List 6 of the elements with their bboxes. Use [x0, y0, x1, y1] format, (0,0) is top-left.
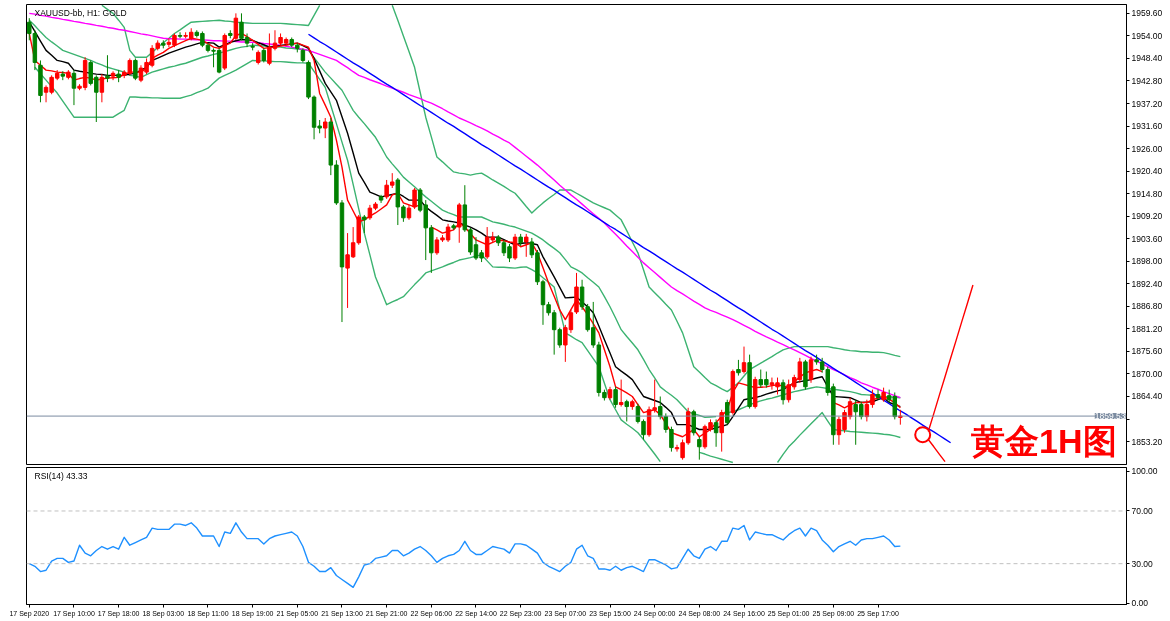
y-tick-label: 0.00	[1131, 598, 1149, 609]
chart-title: RSI(14) 43.33	[34, 470, 88, 481]
y-tick-label: 70.00	[1131, 505, 1154, 516]
y-tick-label: 100.00	[1131, 466, 1158, 477]
y-tick-label: 30.00	[1131, 558, 1154, 569]
line-series	[28, 522, 902, 589]
